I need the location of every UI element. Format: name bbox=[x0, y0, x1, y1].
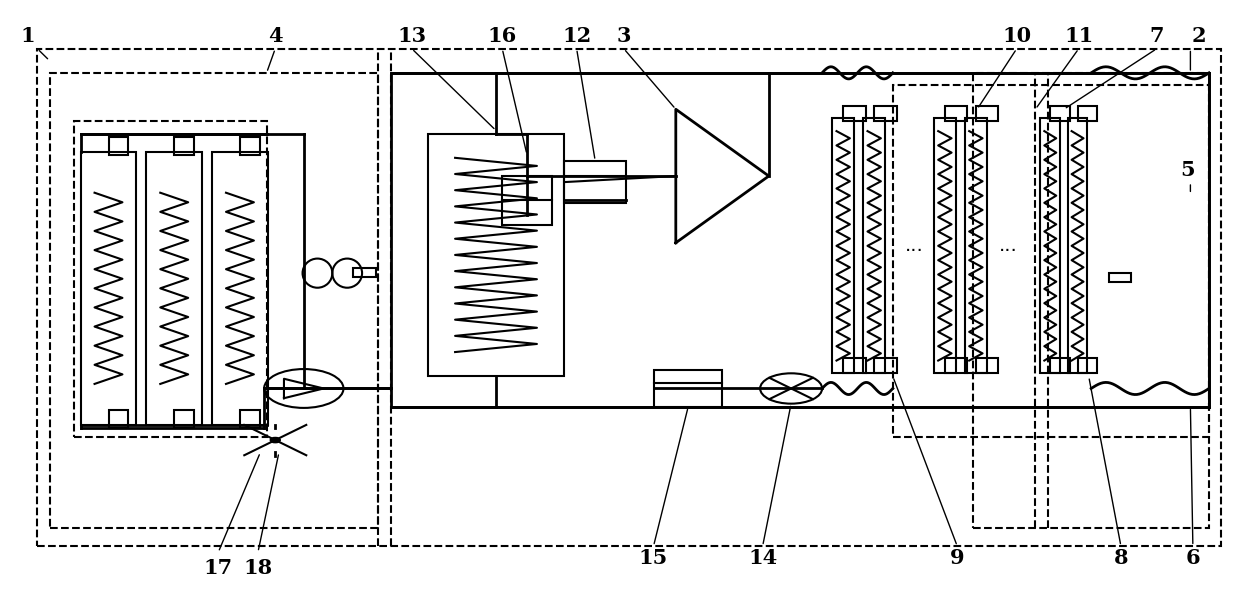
Text: 11: 11 bbox=[1064, 27, 1094, 46]
Text: 15: 15 bbox=[639, 549, 668, 568]
Bar bbox=[212, 152, 268, 425]
Bar bbox=[874, 358, 897, 373]
Text: 4: 4 bbox=[268, 27, 283, 46]
Text: 14: 14 bbox=[748, 549, 777, 568]
Bar bbox=[391, 73, 1209, 407]
Text: 2: 2 bbox=[1192, 27, 1207, 46]
Bar bbox=[241, 137, 260, 155]
Bar bbox=[50, 73, 378, 528]
Text: 10: 10 bbox=[1002, 27, 1032, 46]
Text: 3: 3 bbox=[616, 27, 631, 46]
Text: ...: ... bbox=[904, 236, 924, 256]
Bar bbox=[1078, 358, 1097, 373]
Text: 8: 8 bbox=[1114, 549, 1128, 568]
Bar bbox=[934, 118, 956, 373]
Bar bbox=[945, 358, 967, 373]
Text: 5: 5 bbox=[1180, 160, 1195, 180]
Text: 7: 7 bbox=[1149, 27, 1164, 46]
Bar bbox=[81, 152, 136, 425]
Bar bbox=[976, 358, 998, 373]
Bar bbox=[37, 49, 1221, 546]
Bar bbox=[502, 176, 552, 225]
Bar bbox=[976, 106, 998, 121]
Bar bbox=[973, 73, 1209, 528]
Bar bbox=[109, 410, 129, 428]
Text: 17: 17 bbox=[203, 558, 233, 577]
Text: 16: 16 bbox=[487, 27, 517, 46]
Bar bbox=[1078, 106, 1097, 121]
Bar bbox=[893, 85, 1209, 437]
Text: 12: 12 bbox=[562, 27, 591, 46]
Bar bbox=[74, 121, 267, 437]
Text: 13: 13 bbox=[397, 27, 427, 46]
Bar bbox=[832, 118, 854, 373]
Bar bbox=[945, 106, 967, 121]
Text: ...: ... bbox=[998, 236, 1018, 256]
Text: 9: 9 bbox=[950, 549, 965, 568]
Bar bbox=[874, 106, 897, 121]
Bar bbox=[1040, 118, 1060, 373]
Bar bbox=[655, 370, 723, 407]
Text: 1: 1 bbox=[20, 27, 35, 46]
Circle shape bbox=[270, 438, 280, 443]
Bar bbox=[174, 410, 195, 428]
Text: 18: 18 bbox=[243, 558, 273, 577]
Bar bbox=[1050, 358, 1070, 373]
Bar bbox=[146, 152, 202, 425]
Text: 6: 6 bbox=[1185, 549, 1200, 568]
Bar bbox=[564, 161, 626, 203]
Bar bbox=[1068, 118, 1087, 373]
Bar bbox=[353, 268, 376, 277]
Bar bbox=[863, 118, 885, 373]
Bar bbox=[174, 137, 195, 155]
Bar bbox=[843, 106, 866, 121]
Bar bbox=[428, 134, 564, 376]
Bar bbox=[109, 137, 129, 155]
Bar bbox=[1050, 106, 1070, 121]
Bar bbox=[1109, 273, 1131, 282]
Bar bbox=[965, 118, 987, 373]
Bar bbox=[241, 410, 260, 428]
Bar bbox=[843, 358, 866, 373]
